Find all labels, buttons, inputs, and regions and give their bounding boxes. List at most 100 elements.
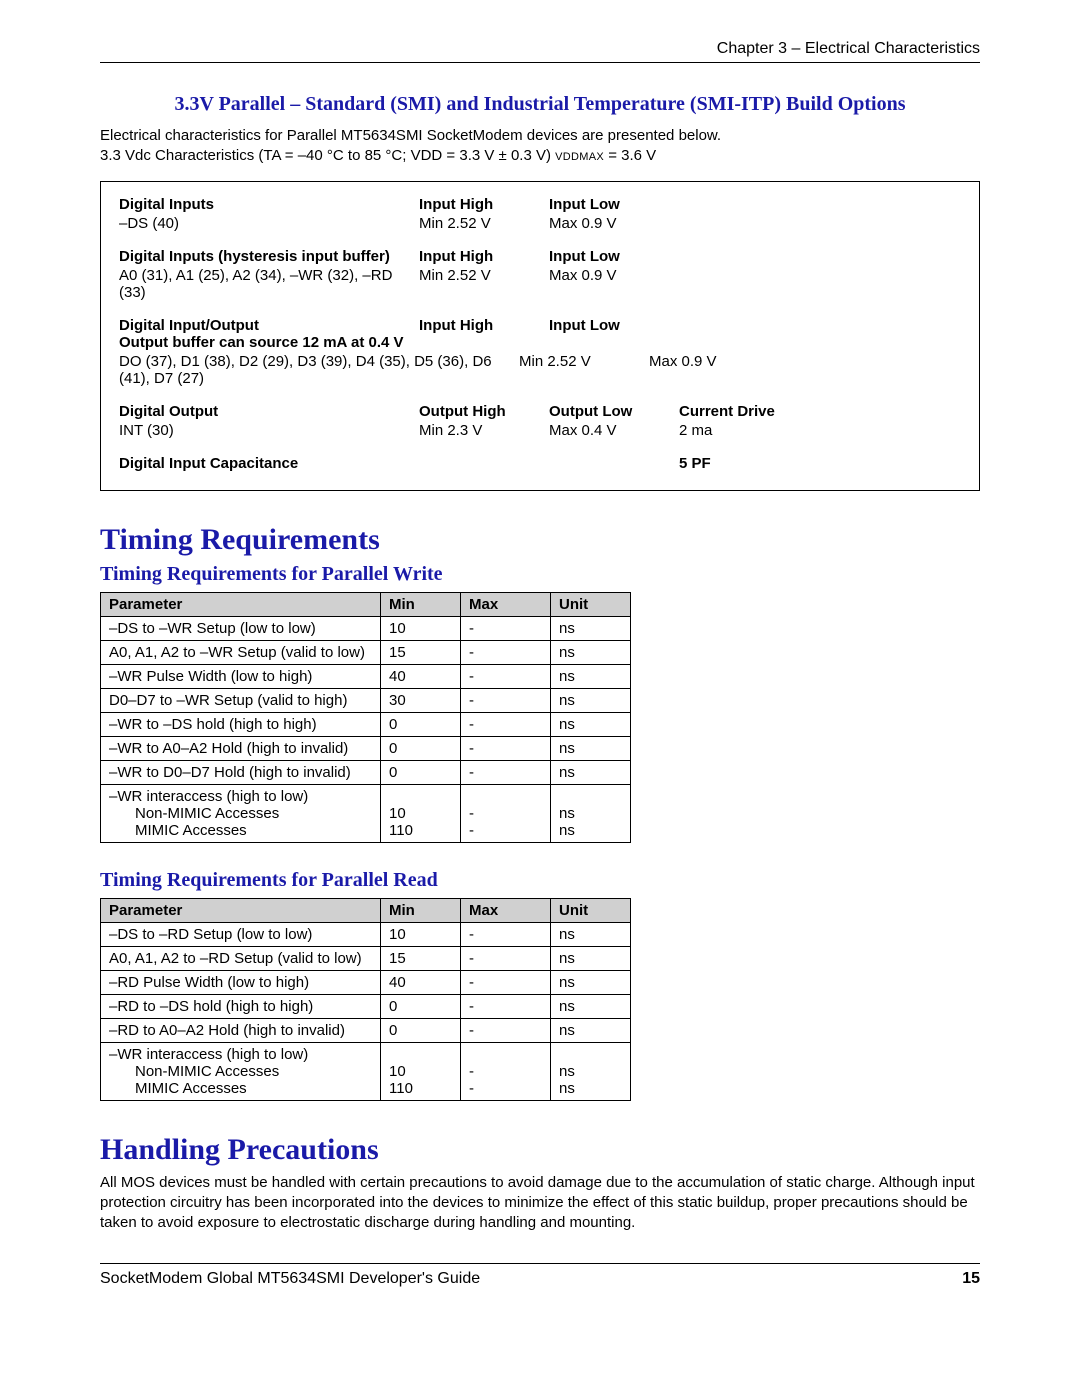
intro-line-1: Electrical characteristics for Parallel … (100, 127, 721, 144)
intro-line-2: 3.3 Vdc Characteristics (TA = –40 °C to … (100, 147, 555, 164)
input-low-value-3: Max 0.9 V (649, 353, 779, 387)
cell-min: 10110 (381, 784, 461, 842)
cell-min: 0 (381, 760, 461, 784)
col-min: Min (381, 592, 461, 616)
cell-unit: ns (551, 1018, 631, 1042)
output-high-value: Min 2.3 V (419, 422, 549, 439)
table-header-row: Parameter Min Max Unit (101, 898, 631, 922)
table-row: D0–D7 to –WR Setup (valid to high)30-ns (101, 688, 631, 712)
digital-inputs-hyst-row: A0 (31), A1 (25), A2 (34), –WR (32), –RD… (119, 267, 419, 301)
cell-min: 30 (381, 688, 461, 712)
table-row: A0, A1, A2 to –RD Setup (valid to low)15… (101, 946, 631, 970)
footer-guide: SocketModem Global MT5634SMI Developer's… (100, 1270, 480, 1288)
digital-inputs-label: Digital Inputs (119, 196, 419, 213)
table-row: –DS to –RD Setup (low to low)10-ns (101, 922, 631, 946)
section-title: 3.3V Parallel – Standard (SMI) and Indus… (100, 93, 980, 116)
cell-param: A0, A1, A2 to –RD Setup (valid to low) (101, 946, 381, 970)
footer-page-number: 15 (962, 1270, 980, 1288)
cell-min: 0 (381, 994, 461, 1018)
input-low-value: Max 0.9 V (549, 215, 679, 232)
cell-max: - (461, 688, 551, 712)
handling-precautions-heading: Handling Precautions (100, 1133, 980, 1167)
output-low-value: Max 0.4 V (549, 422, 679, 439)
cell-min: 15 (381, 640, 461, 664)
cell-param: –WR interaccess (high to low)Non-MIMIC A… (101, 784, 381, 842)
table-row: –WR to A0–A2 Hold (high to invalid)0-ns (101, 736, 631, 760)
table-row: –WR interaccess (high to low)Non-MIMIC A… (101, 1042, 631, 1100)
input-high-value-2: Min 2.52 V (419, 267, 549, 301)
cell-min: 0 (381, 736, 461, 760)
subrow: Non-MIMIC Accesses (109, 1063, 372, 1080)
digital-inputs-row: –DS (40) (119, 215, 419, 232)
input-low-label-3: Input Low (549, 317, 679, 351)
timing-read-table: Parameter Min Max Unit –DS to –RD Setup … (100, 898, 631, 1101)
digital-input-cap-value: 5 PF (679, 455, 809, 472)
cell-unit: ns (551, 970, 631, 994)
cell-param: –WR interaccess (high to low)Non-MIMIC A… (101, 1042, 381, 1100)
chapter-header: Chapter 3 – Electrical Characteristics (100, 40, 980, 58)
bottom-rule (100, 1263, 980, 1264)
cell-unit: ns (551, 760, 631, 784)
input-high-value-3: Min 2.52 V (519, 353, 649, 387)
cell-param: –DS to –RD Setup (low to low) (101, 922, 381, 946)
col-unit: Unit (551, 592, 631, 616)
output-high-label: Output High (419, 403, 549, 420)
table-row: –DS to –WR Setup (low to low)10-ns (101, 616, 631, 640)
cell-max: - (461, 736, 551, 760)
cell-unit: ns (551, 616, 631, 640)
col-parameter: Parameter (101, 592, 381, 616)
cell-unit: ns (551, 736, 631, 760)
cell-unit: ns (551, 946, 631, 970)
output-low-label: Output Low (549, 403, 679, 420)
cell-max: - (461, 946, 551, 970)
cell-min: 10 (381, 922, 461, 946)
page-footer: SocketModem Global MT5634SMI Developer's… (100, 1270, 980, 1288)
table-header-row: Parameter Min Max Unit (101, 592, 631, 616)
digital-input-cap-label: Digital Input Capacitance (119, 455, 419, 472)
cell-max: - (461, 616, 551, 640)
cell-max: - (461, 640, 551, 664)
timing-write-heading: Timing Requirements for Parallel Write (100, 563, 980, 586)
timing-requirements-heading: Timing Requirements (100, 523, 980, 557)
digital-io-label: Digital Input/Output (119, 317, 259, 334)
digital-output-row: INT (30) (119, 422, 419, 439)
digital-io-row: DO (37), D1 (38), D2 (29), D3 (39), D4 (… (119, 353, 519, 387)
vddmax-label: VDDMAX (555, 151, 604, 163)
input-low-label: Input Low (549, 196, 679, 213)
cell-max: - (461, 664, 551, 688)
col-max: Max (461, 898, 551, 922)
cell-param: A0, A1, A2 to –WR Setup (valid to low) (101, 640, 381, 664)
digital-inputs-hyst-label: Digital Inputs (hysteresis input buffer) (119, 248, 419, 265)
current-drive-value: 2 ma (679, 422, 809, 439)
table-row: A0, A1, A2 to –WR Setup (valid to low)15… (101, 640, 631, 664)
electrical-characteristics-box: Digital Inputs Input High Input Low –DS … (100, 181, 980, 491)
top-rule (100, 62, 980, 63)
input-high-label: Input High (419, 196, 549, 213)
cell-param: –WR to D0–D7 Hold (high to invalid) (101, 760, 381, 784)
col-parameter: Parameter (101, 898, 381, 922)
cell-max: -- (461, 784, 551, 842)
cell-param: D0–D7 to –WR Setup (valid to high) (101, 688, 381, 712)
input-high-label-3: Input High (419, 317, 549, 351)
col-max: Max (461, 592, 551, 616)
table-row: –WR Pulse Width (low to high)40-ns (101, 664, 631, 688)
cell-min: 0 (381, 1018, 461, 1042)
current-drive-label: Current Drive (679, 403, 809, 420)
table-row: –RD to A0–A2 Hold (high to invalid)0-ns (101, 1018, 631, 1042)
digital-io-header: Digital Input/Output Output buffer can s… (119, 317, 419, 351)
cell-min: 10110 (381, 1042, 461, 1100)
cell-unit: nsns (551, 1042, 631, 1100)
cell-min: 15 (381, 946, 461, 970)
cell-min: 40 (381, 970, 461, 994)
subrow: MIMIC Accesses (109, 1080, 372, 1097)
cell-max: - (461, 994, 551, 1018)
input-low-value-2: Max 0.9 V (549, 267, 679, 301)
subrow: Non-MIMIC Accesses (109, 805, 372, 822)
input-high-value: Min 2.52 V (419, 215, 549, 232)
cell-max: -- (461, 1042, 551, 1100)
cell-min: 40 (381, 664, 461, 688)
cell-min: 0 (381, 712, 461, 736)
table-row: –RD Pulse Width (low to high)40-ns (101, 970, 631, 994)
cell-param: –RD Pulse Width (low to high) (101, 970, 381, 994)
cell-max: - (461, 1018, 551, 1042)
